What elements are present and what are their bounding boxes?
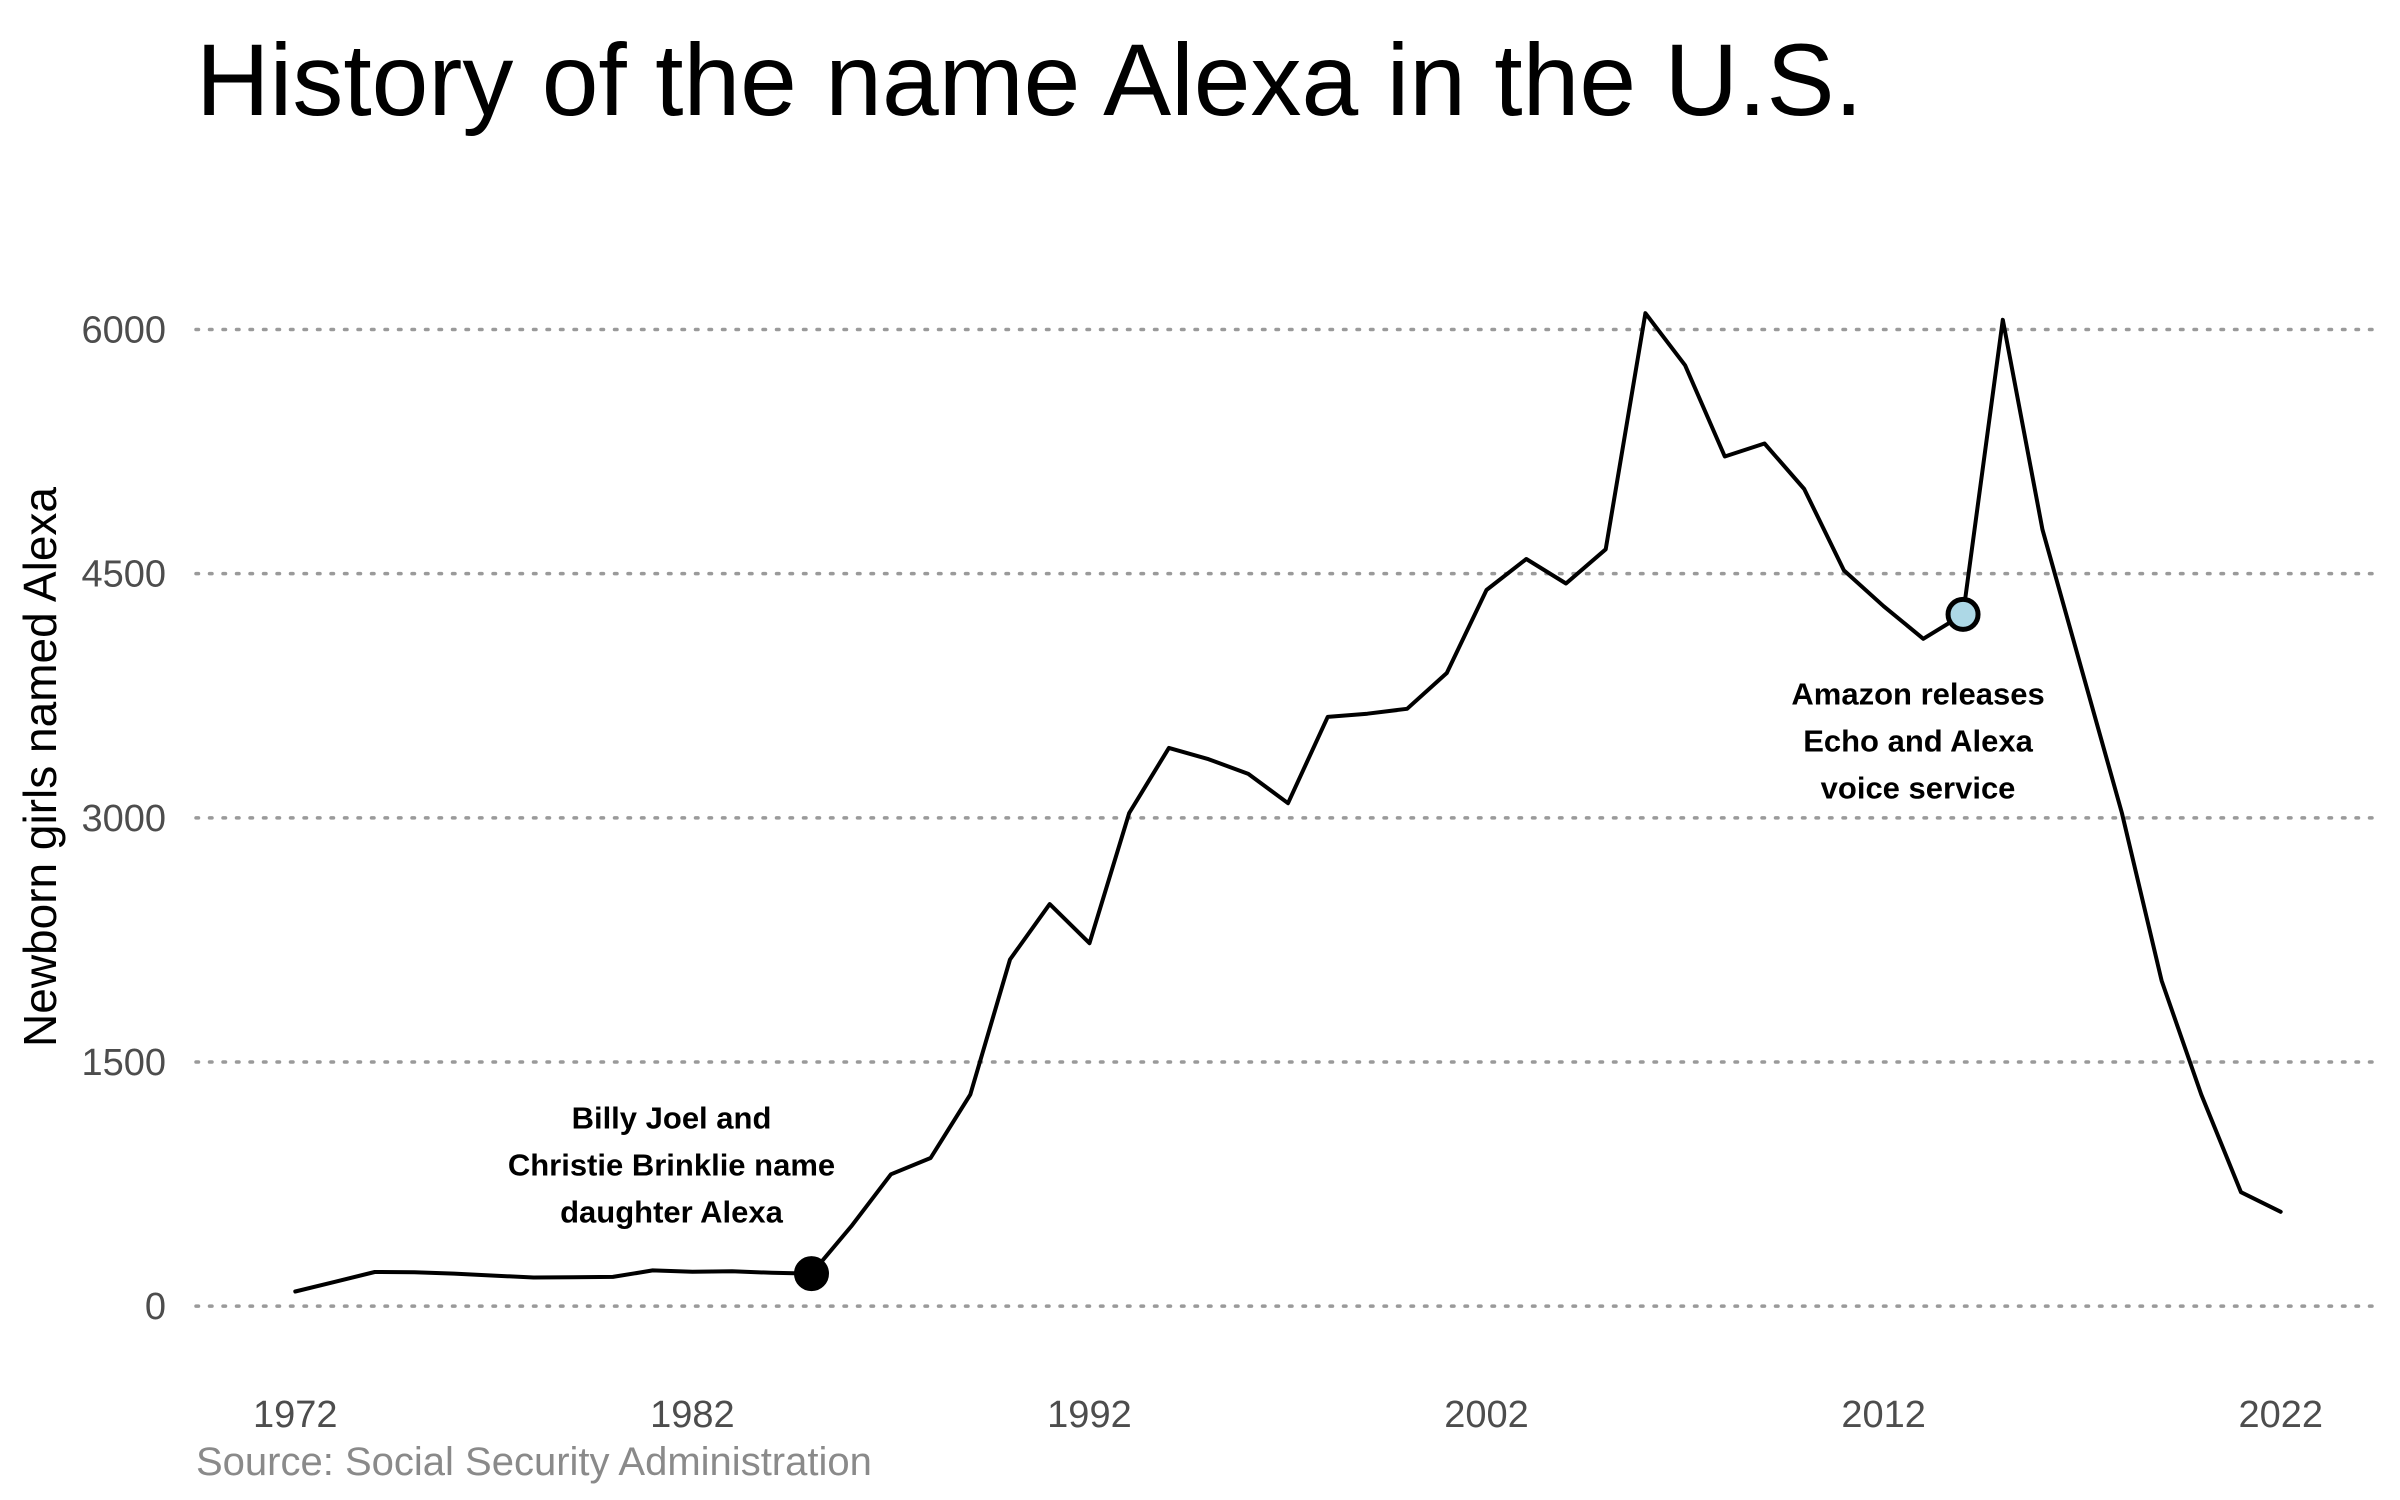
x-tick-label: 2012	[1841, 1394, 1926, 1436]
annotation-label-line: Echo and Alexa	[1803, 723, 2033, 758]
y-axis-tick-labels: 0 1500 3000 4500 6000	[81, 310, 166, 1329]
annotation-label-line: voice service	[1821, 770, 2016, 805]
annotation-label-line: Amazon releases	[1791, 676, 2044, 711]
y-axis-title: Newborn girls named Alexa	[14, 487, 66, 1047]
annotation-label-line: Billy Joel and	[572, 1101, 772, 1136]
annotation-label-line: daughter Alexa	[560, 1195, 784, 1230]
annotation-point	[1945, 596, 1981, 632]
annotations: Billy Joel and Christie Brinklie name daug…	[508, 596, 2045, 1292]
grid-lines	[194, 327, 2382, 1308]
y-tick-label: 4500	[81, 554, 166, 596]
y-tick-label: 3000	[81, 798, 166, 840]
y-tick-label: 0	[145, 1286, 166, 1328]
chart-title: History of the name Alexa in the U.S.	[196, 23, 1863, 137]
annotation-point	[793, 1256, 829, 1292]
x-tick-label: 2022	[2238, 1394, 2323, 1436]
source-note: Source: Social Security Administration	[196, 1440, 872, 1484]
x-axis-tick-labels: 1972 1982 1992 2002 2012 2022	[253, 1394, 2323, 1436]
x-tick-label: 1992	[1047, 1394, 1132, 1436]
y-tick-label: 6000	[81, 310, 166, 352]
annotation-label-line: Christie Brinklie name	[508, 1148, 835, 1183]
x-tick-label: 2002	[1444, 1394, 1529, 1436]
x-tick-label: 1972	[253, 1394, 338, 1436]
y-tick-label: 1500	[81, 1042, 166, 1084]
x-tick-label: 1982	[650, 1394, 735, 1436]
